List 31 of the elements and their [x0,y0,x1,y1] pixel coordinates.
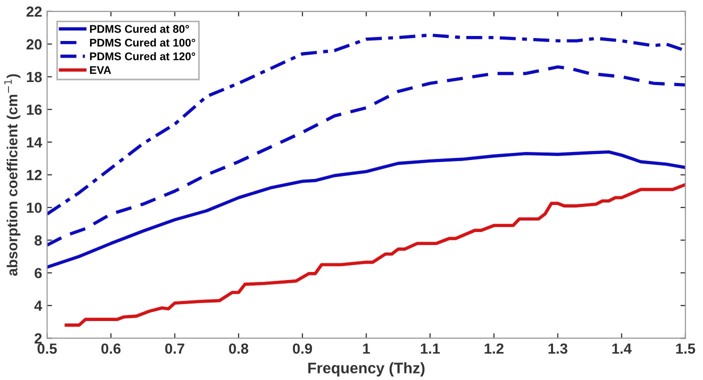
x-tick-label: 0.5 [38,343,57,354]
y-tick-label: 20 [26,39,42,50]
x-tick-label: 1.3 [548,343,568,354]
y-tick-label: 8 [34,235,42,246]
y-axis-title: absorption coefficient (cm$^{−1}$) [4,74,20,276]
line-series [64,183,686,327]
y-tick-label: 22 [26,6,42,17]
legend-label: PDMS Cured at 100° [90,38,196,47]
y-tick-label: 16 [26,104,42,115]
y-tick-label: 2 [34,333,42,344]
x-tick-label: 1 [363,344,370,354]
x-tick-label: 1.5 [676,344,696,354]
y-tick-label: 6 [34,268,42,278]
x-tick-label: 0.9 [292,343,312,354]
y-tick-label: 12 [26,170,42,180]
x-axis-title: Frequency (Thz) [308,362,424,376]
legend-label: EVA [90,66,112,74]
x-tick-label: 0.6 [101,343,121,354]
x-tick-label: 1.1 [420,344,440,354]
x-tick-label: 1.4 [612,344,632,354]
y-tick-label: 18 [26,72,42,82]
y-tick-label: 14 [26,137,42,148]
y-tick-label: 10 [26,202,42,213]
x-tick-label: 1.2 [484,343,504,354]
x-tick-label: 0.8 [229,343,248,354]
x-tick-label: 0.7 [165,343,184,354]
y-tick-label: 4 [34,300,42,311]
line-series [47,150,686,269]
legend-label: PDMS Cured at 80° [90,24,189,33]
legend-label: PDMS Cured at 120° [90,52,196,60]
line-series [47,65,686,247]
